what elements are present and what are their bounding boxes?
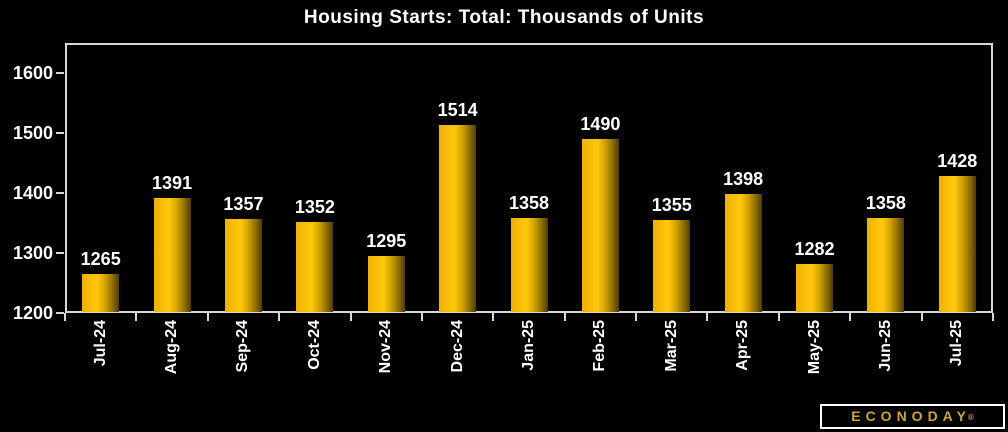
x-axis-category-label: Sep-24 (234, 320, 252, 373)
bar-value-label: 1358 (508, 193, 550, 214)
y-axis-tick-label: 1600 (12, 63, 53, 83)
bar-value-label: 1282 (794, 238, 835, 259)
x-axis-tick-mark (206, 313, 209, 321)
bar-value-label: 1357 (223, 193, 264, 214)
x-axis-tick-mark (278, 313, 281, 321)
bar-nov-24 (367, 256, 405, 312)
x-axis-category-label: Jul-24 (91, 320, 109, 367)
x-axis-tick-mark (706, 313, 709, 321)
bar-dec-24 (439, 124, 477, 312)
y-axis-tick-label: 1400 (12, 183, 53, 203)
y-axis-tick-label: 1500 (12, 123, 53, 143)
bar-value-label: 1428 (937, 151, 978, 172)
x-axis-category-label: Feb-25 (591, 320, 609, 372)
x-axis-category-label: Jan-25 (520, 320, 537, 371)
y-axis-tick-label: 1300 (12, 243, 53, 263)
y-axis-tick-mark (56, 312, 64, 314)
x-axis-tick-mark (563, 313, 566, 321)
bar-value-label: 1265 (80, 249, 121, 269)
x-axis-category-label: Dec-24 (448, 320, 466, 373)
x-axis-category-label: Apr-25 (734, 320, 752, 371)
bar-may-25 (796, 263, 834, 312)
x-axis-category-label: Oct-24 (305, 320, 323, 370)
bar-apr-25 (724, 194, 762, 312)
bar-value-label: 1295 (366, 231, 407, 251)
x-axis-category-label: Jul-25 (948, 320, 966, 367)
x-axis-tick-mark (849, 313, 852, 321)
bar-feb-25 (581, 139, 619, 312)
bar-value-label: 1391 (152, 173, 193, 194)
x-axis-category-label: May-25 (805, 320, 823, 375)
x-axis-tick-mark (777, 313, 780, 321)
bar-mar-25 (653, 220, 691, 312)
y-axis-tick-label: 1200 (12, 303, 53, 323)
econoday-logo-text: ECONODAY (851, 408, 971, 424)
chart-title: Housing Starts: Total: Thousands of Unit… (303, 7, 705, 28)
x-axis-tick-mark (492, 313, 495, 321)
x-axis-tick-mark (635, 313, 638, 321)
econoday-logo: ECONODAY® (820, 404, 1005, 429)
bar-oct-24 (296, 221, 334, 312)
x-axis-tick-mark (420, 313, 423, 321)
bar-value-label: 1352 (294, 196, 335, 217)
x-axis-category-label: Aug-24 (163, 320, 181, 375)
bar-jul-25 (938, 176, 976, 312)
x-axis-category-label: Jun-25 (876, 320, 894, 372)
bar-aug-24 (153, 198, 191, 312)
bar-jan-25 (510, 218, 548, 312)
y-axis-tick-mark (56, 132, 64, 134)
x-axis-category-label: Nov-24 (377, 320, 395, 374)
bar-jul-24 (82, 274, 120, 312)
bar-value-label: 1514 (437, 99, 478, 120)
x-axis-tick-mark (349, 313, 352, 321)
x-axis-tick-mark (64, 313, 66, 321)
bar-value-label: 1358 (865, 193, 906, 214)
y-axis-tick-mark (56, 192, 64, 194)
bar-jun-25 (867, 218, 905, 312)
x-axis-category-label: Mar-25 (662, 320, 680, 372)
x-axis-tick-mark (135, 313, 138, 321)
x-axis-tick-mark (920, 313, 923, 321)
bar-value-label: 1398 (723, 169, 764, 190)
x-axis-tick-mark (992, 313, 994, 321)
bar-sep-24 (224, 218, 262, 312)
bar-value-label: 1490 (580, 114, 621, 134)
y-axis-tick-mark (56, 252, 64, 254)
bar-value-label: 1355 (651, 195, 692, 215)
registered-trademark-icon: ® (967, 413, 974, 422)
y-axis-tick-mark (56, 72, 64, 74)
